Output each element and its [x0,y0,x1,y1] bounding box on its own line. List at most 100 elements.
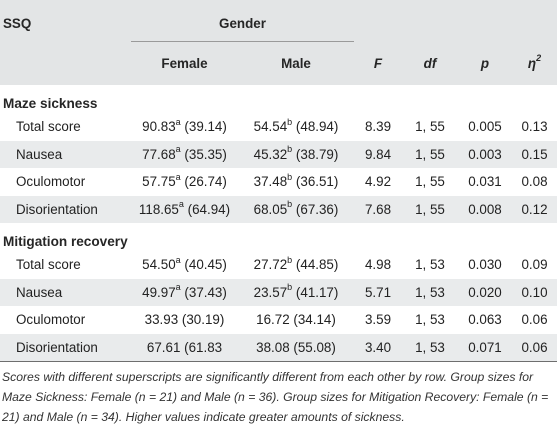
header-eta: η2 [512,41,557,85]
table-row: Total score 54.50a (40.45) 27.72b (44.85… [0,251,557,279]
row-label: Oculomotor [16,174,86,190]
table-footnote: Scores with different superscripts are s… [2,370,549,424]
header-male: Male [281,55,311,71]
male-sd: (55.08) [289,339,336,355]
male-cell: 45.32b (38.79) [238,141,354,169]
female-mean: 49.97 [142,284,176,300]
f-value: 5.71 [364,284,392,300]
male-mean: 54.54 [253,119,288,135]
p-value: 0.031 [468,174,502,190]
female-superscript: a [175,282,181,293]
female-cell: 49.97a (37.43) [131,279,238,307]
table-row: Oculomotor 57.75a (26.74) 37.48b (36.51)… [0,168,557,196]
eta-value: 0.06 [512,333,557,362]
female-sd: (35.35) [180,146,227,162]
f-value: 8.39 [364,119,392,135]
row-label: Oculomotor [16,312,86,328]
section-title: Maze sickness [3,96,98,111]
header-df: df [423,55,437,71]
header-eta-superscript: 2 [536,53,542,64]
f-value: 3.40 [354,333,402,362]
table-row: Nausea 49.97a (37.43) 23.57b (41.17) 5.7… [0,278,557,307]
male-sd: (36.51) [292,174,339,190]
female-cell: 67.61 (61.83 [131,333,238,362]
female-sd: (61.83 [180,339,223,355]
df-value: 1, 55 [415,146,445,162]
header-f: F [373,55,383,71]
p-value: 0.005 [468,119,502,135]
header-gender: Gender [131,0,354,42]
male-mean: 16.72 [256,312,290,328]
eta-value: 0.15 [521,146,548,162]
df-value: 1, 53 [415,312,445,328]
female-mean: 33.93 [144,312,179,328]
section-title: Mitigation recovery [3,234,128,249]
df-value: 1, 55 [415,201,445,217]
female-superscript: a [175,144,181,155]
male-cell: 37.48b (36.51) [238,168,354,196]
female-sd: (26.74) [180,174,227,190]
header-spacer-p [458,0,512,41]
f-value: 4.98 [364,257,392,273]
f-value: 7.68 [364,201,392,217]
p-value: 0.003 [468,146,502,162]
male-mean: 27.72 [253,257,288,273]
female-sd: (40.45) [180,257,227,273]
male-mean: 45.32 [253,146,288,162]
male-sd: (41.17) [292,284,339,300]
table-row: Disorientation 67.61 (61.83 38.08 (55.08… [0,333,557,362]
section-heading-row: Mitigation recovery [0,223,557,251]
df-value: 1, 55 [415,174,445,190]
female-superscript: a [175,254,181,265]
df-value: 1, 53 [415,284,445,300]
male-cell: 27.72b (44.85) [238,251,354,279]
ssq-table: SSQ Gender Female Male F df p η2 [0,0,557,362]
male-cell: 23.57b (41.17) [238,279,354,307]
header-ssq: SSQ [3,16,32,31]
female-sd: (30.19) [178,312,225,328]
table-row: Disorientation 118.65a (64.94) 68.05b (6… [0,195,557,223]
eta-value: 0.09 [521,257,548,273]
ssq-table-container: SSQ Gender Female Male F df p η2 [0,0,557,362]
df-value: 1, 53 [415,257,445,273]
female-superscript: a [178,199,184,210]
p-value: 0.071 [458,333,512,362]
female-mean: 54.50 [142,257,176,273]
eta-value: 0.06 [521,312,548,328]
female-mean: 57.75 [142,174,176,190]
header-row-1: SSQ Gender [0,0,557,42]
header-spacer-df [402,0,458,41]
p-value: 0.008 [468,201,502,217]
male-mean: 68.05 [253,201,288,217]
male-cell: 16.72 (34.14) [238,306,354,334]
male-cell: 54.54b (48.94) [238,113,354,141]
male-sd: (34.14) [289,312,336,328]
gender-underline [131,41,354,42]
female-sd: (64.94) [183,201,231,217]
male-mean: 37.48 [253,174,288,190]
male-superscript: b [287,116,293,127]
f-value: 3.59 [364,312,392,328]
male-sd: (67.36) [292,201,339,217]
row-label: Disorientation [0,333,131,362]
female-sd: (37.43) [180,284,227,300]
eta-value: 0.13 [521,119,548,135]
header-female: Female [161,55,208,71]
row-label: Nausea [16,146,63,162]
female-mean: 118.65 [138,201,179,217]
header-spacer-eta [512,0,557,41]
male-superscript: b [287,171,293,182]
female-cell: 77.68a (35.35) [131,141,238,169]
header-spacer-f [354,0,402,41]
eta-value: 0.08 [521,174,548,190]
female-cell: 54.50a (40.45) [131,251,238,279]
df-value: 1, 55 [415,119,445,135]
p-value: 0.020 [468,284,502,300]
male-cell: 38.08 (55.08) [238,333,354,362]
male-sd: (48.94) [292,119,339,135]
male-sd: (44.85) [292,257,339,273]
female-cell: 57.75a (26.74) [131,168,238,196]
header-p: p [480,55,490,71]
male-superscript: b [287,254,293,265]
row-label: Total score [16,119,81,135]
